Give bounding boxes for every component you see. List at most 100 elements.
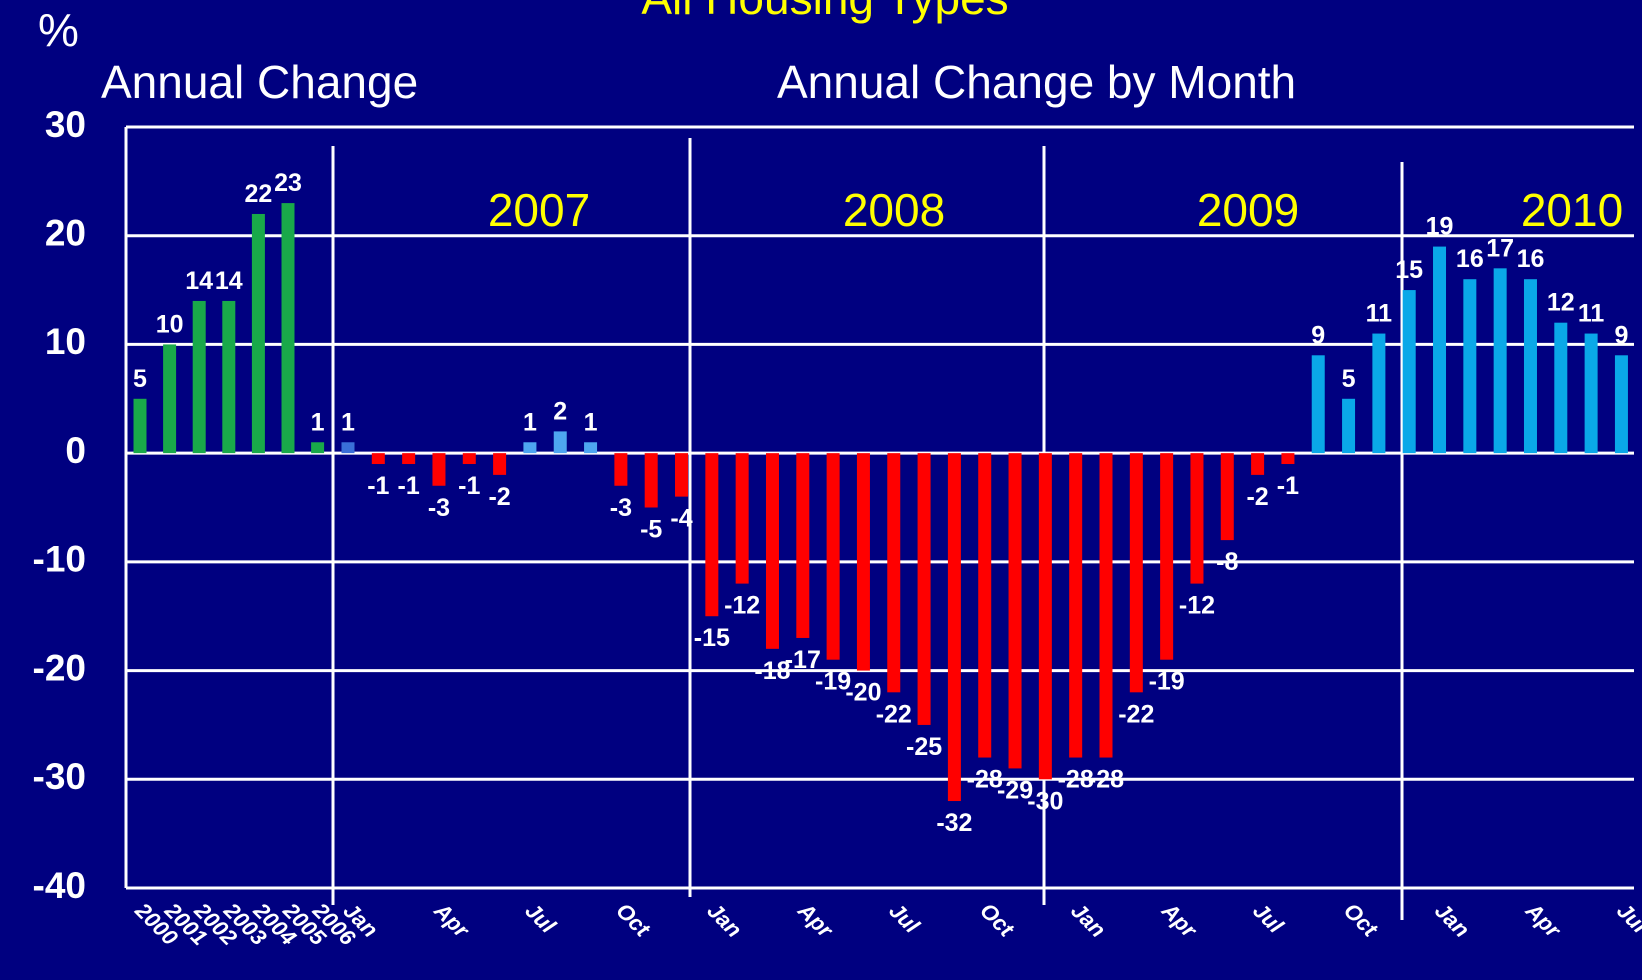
bar [432,453,446,486]
year-annotation: 2007 [488,184,590,236]
bar [133,398,147,454]
value-label: 5 [1342,365,1356,393]
bar [1251,453,1265,475]
value-label: 1 [341,408,355,436]
value-label: -8 [1216,548,1238,576]
bar [584,442,598,454]
value-label: -28 [967,766,1003,794]
value-label: -29 [997,776,1033,804]
bar [311,442,325,454]
bar [163,344,177,454]
bar [1069,453,1083,758]
bar [1160,453,1174,660]
bar [493,453,507,475]
value-label: -3 [428,494,450,522]
chart-title: All Housing Types [641,0,1008,24]
year-annotation: 2010 [1521,184,1623,236]
value-label: -32 [936,809,972,837]
value-label: -4 [670,505,692,533]
value-label: -12 [1179,592,1215,620]
bar [251,213,265,454]
bar [1493,268,1507,454]
value-label: -28 [1088,766,1124,794]
bar [1372,333,1386,454]
value-label: -19 [1149,668,1185,696]
value-label: 10 [156,310,184,338]
bar [371,453,385,465]
value-label: -1 [458,472,480,500]
year-annotation: 2008 [843,184,945,236]
value-label: -1 [1277,472,1299,500]
value-label: 22 [244,180,272,208]
bar [1008,453,1022,769]
bar [1402,290,1416,454]
bar [553,431,567,454]
y-tick-label: 30 [45,104,86,145]
y-tick-label: 10 [45,321,86,362]
value-label: 14 [185,267,213,295]
value-label: 19 [1426,213,1454,241]
bar [1614,355,1628,454]
value-label: 17 [1486,234,1514,262]
bar [1523,279,1537,454]
value-label: -18 [754,657,790,685]
bar [1220,453,1234,541]
value-label: 5 [133,365,147,393]
value-label: -15 [694,624,730,652]
bar [705,453,719,617]
y-tick-label: -10 [33,539,86,580]
bar [614,453,628,486]
bar [917,453,931,725]
bar [222,300,236,454]
bar [978,453,992,758]
value-label: 2 [553,397,567,425]
bar [1584,333,1598,454]
bar [192,300,206,454]
bar [675,453,689,497]
year-annotation: 2009 [1197,184,1299,236]
value-label: -19 [815,668,851,696]
value-label: -1 [398,472,420,500]
bar [947,453,961,802]
bar [402,453,416,465]
bar [1190,453,1204,584]
bar [523,442,537,454]
bar [462,453,476,465]
bar [1342,398,1356,454]
value-label: -20 [845,679,881,707]
bar [644,453,658,508]
y-tick-label: -30 [33,756,86,797]
y-tick-label: -20 [33,647,86,688]
bar [796,453,810,638]
value-label: 11 [1366,300,1393,328]
value-label: 1 [584,408,598,436]
value-label: -2 [1246,483,1268,511]
y-tick-label: 20 [45,212,86,253]
value-label: -2 [488,483,510,511]
subtitle: Annual Change [101,56,418,108]
value-label: 16 [1456,245,1484,273]
value-label: 23 [274,169,302,197]
value-label: 16 [1517,245,1545,273]
value-label: 14 [215,267,243,295]
value-label: 9 [1614,321,1628,349]
value-label: 11 [1578,300,1605,328]
bar [1281,453,1295,465]
value-label: -25 [906,733,942,761]
value-label: 15 [1395,256,1423,284]
value-label: -28 [1058,766,1094,794]
bar [856,453,870,671]
value-label: -17 [785,646,821,674]
bar [1463,279,1477,454]
value-label: 12 [1547,289,1575,317]
bar [1311,355,1325,454]
value-label: -22 [1118,700,1154,728]
bar [1433,246,1447,454]
bar [281,203,295,454]
value-label: -3 [610,494,632,522]
bar [1038,453,1052,780]
